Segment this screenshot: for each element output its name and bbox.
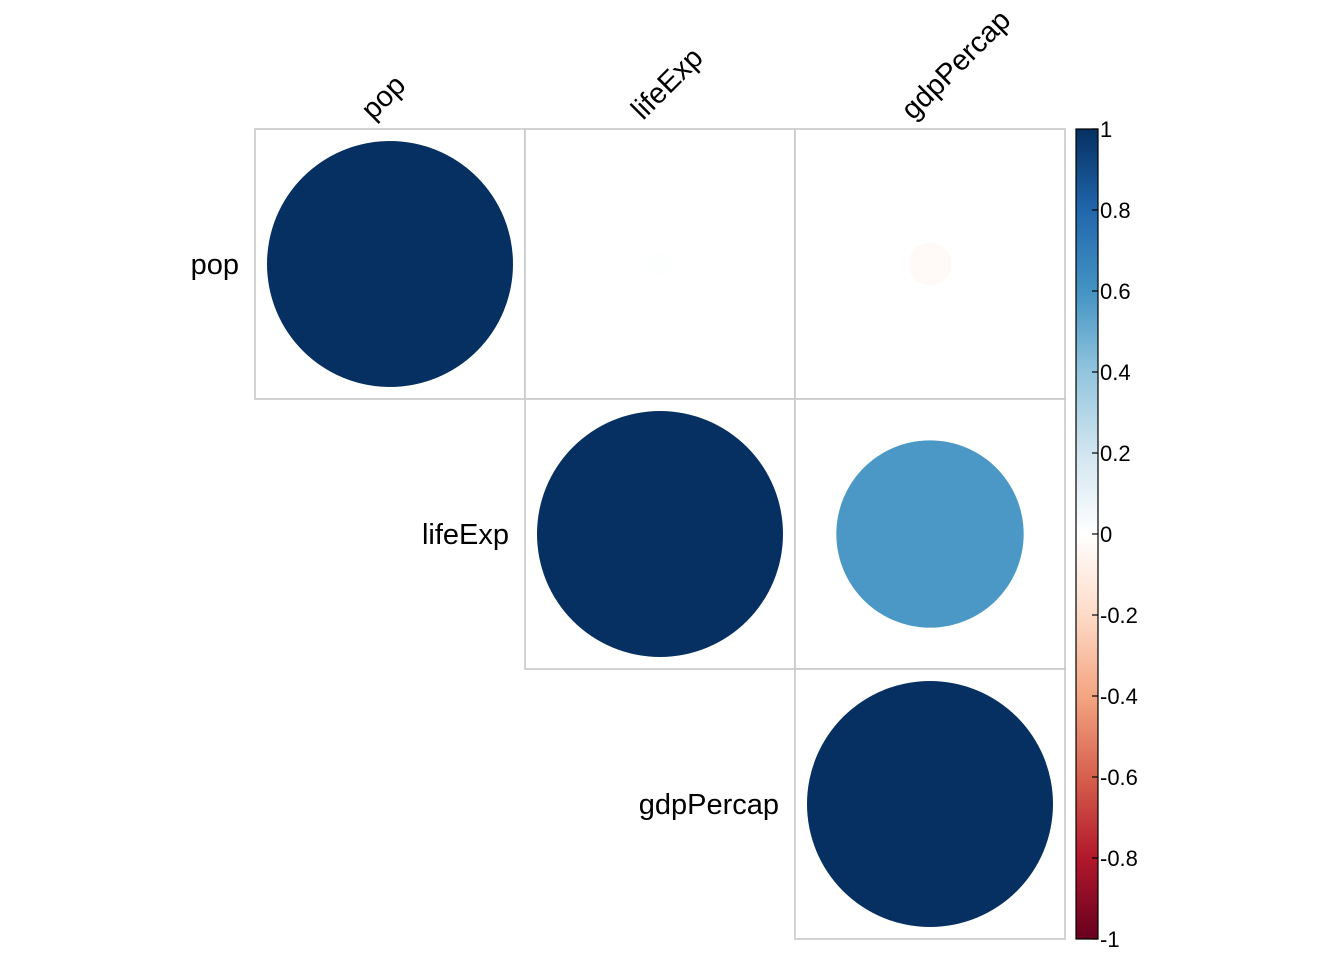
colorbar-tick-label: 0.4 xyxy=(1100,360,1131,385)
colorbar-tick-label: -1 xyxy=(1100,927,1120,952)
row-labels: pop lifeExp gdpPercap xyxy=(191,249,779,821)
colorbar-tick-label: -0.4 xyxy=(1100,684,1138,709)
col-label-pop: pop xyxy=(355,69,412,126)
colorbar-tick-label: 1 xyxy=(1100,117,1112,142)
row-label-gdpPercap: gdpPercap xyxy=(639,789,779,821)
corr-circle-pop-pop xyxy=(267,141,513,387)
corr-circle-pop-lifeExp xyxy=(647,251,673,277)
corr-circle-lifeExp-lifeExp xyxy=(537,411,783,657)
corr-circle-lifeExp-gdpPercap xyxy=(836,440,1024,628)
corr-circle-gdpPercap-gdpPercap xyxy=(807,681,1053,927)
colorbar-tick-label: 0 xyxy=(1100,522,1112,547)
colorbar-tick-label: -0.6 xyxy=(1100,765,1138,790)
colorbar-tick-label: 0.8 xyxy=(1100,198,1131,223)
corr-circle-pop-gdpPercap xyxy=(908,242,952,286)
colorbar-tick-label: -0.8 xyxy=(1100,846,1138,871)
colorbar: 1 0.8 0.6 0.4 0.2 0 -0.2 -0.4 -0.6 -0.8 -1 xyxy=(1075,117,1138,952)
colorbar-ticks: 1 0.8 0.6 0.4 0.2 0 -0.2 -0.4 -0.6 -0.8 -1 xyxy=(1092,117,1138,952)
col-label-lifeExp: lifeExp xyxy=(625,42,709,126)
row-label-pop: pop xyxy=(191,249,239,281)
colorbar-tick-label: 0.6 xyxy=(1100,279,1131,304)
column-labels: pop lifeExp gdpPercap xyxy=(355,4,1017,126)
colorbar-tick-label: 0.2 xyxy=(1100,441,1131,466)
col-label-gdpPercap: gdpPercap xyxy=(895,4,1017,126)
row-label-lifeExp: lifeExp xyxy=(422,519,509,551)
colorbar-tick-label: -0.2 xyxy=(1100,603,1138,628)
correlation-circles xyxy=(267,141,1053,927)
